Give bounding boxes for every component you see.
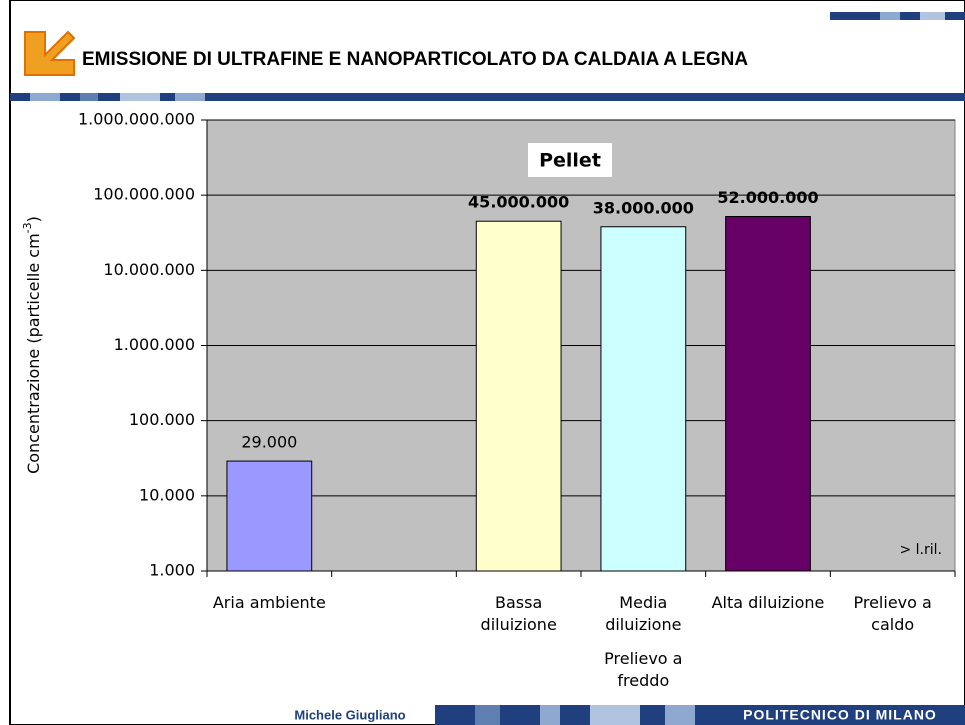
- group-label: Prelievo a freddo: [604, 649, 683, 690]
- author: Michele Giugliano: [294, 707, 405, 722]
- bar: [725, 216, 811, 572]
- value-label: 38.000.000: [593, 198, 694, 217]
- x-tick-label: Aria ambiente: [212, 593, 326, 612]
- y-label-main: Concentrazione (particelle cm: [24, 233, 43, 474]
- footer-bar: [435, 705, 965, 725]
- y-label-sup: -3: [21, 222, 34, 233]
- header-stripe: [10, 12, 965, 101]
- bar: [226, 460, 313, 572]
- y-tick-label: 1.000.000.000: [78, 110, 195, 129]
- y-axis-label: Concentrazione (particelle cm-3): [21, 216, 43, 474]
- slide-title: EMISSIONE DI ULTRAFINE E NANOPARTICOLATO…: [82, 49, 748, 70]
- x-tick-label: Prelievo a caldo: [853, 593, 932, 634]
- annotation-box: [528, 143, 612, 177]
- annotation: Pellet: [539, 150, 601, 172]
- y-tick-label: 1.000.000: [114, 335, 195, 354]
- x-tick-label: Bassa diluizione: [480, 593, 557, 634]
- y-tick-label: 100.000: [129, 410, 195, 429]
- x-tick-label: Media diluizione: [605, 593, 682, 634]
- y-tick-label: 1.000: [149, 561, 195, 580]
- value-label: 52.000.000: [717, 188, 818, 207]
- bar: [475, 220, 562, 572]
- logo-arrow: [25, 32, 74, 75]
- y-label-end: ): [24, 216, 43, 222]
- y-tick-label: 10.000.000: [103, 260, 195, 279]
- note: > l.ril.: [899, 542, 942, 558]
- frame: [9, 0, 965, 725]
- logo-arrow-outline: [24, 30, 76, 76]
- y-tick-label: 10.000: [139, 485, 195, 504]
- y-tick-label: 100.000.000: [93, 185, 195, 204]
- bar: [600, 226, 687, 572]
- institution: POLITECNICO DI MILANO: [743, 707, 937, 723]
- value-label: 45.000.000: [468, 193, 569, 212]
- value-label: 29.000: [241, 433, 297, 452]
- x-tick-label: Alta diluizione: [711, 593, 825, 612]
